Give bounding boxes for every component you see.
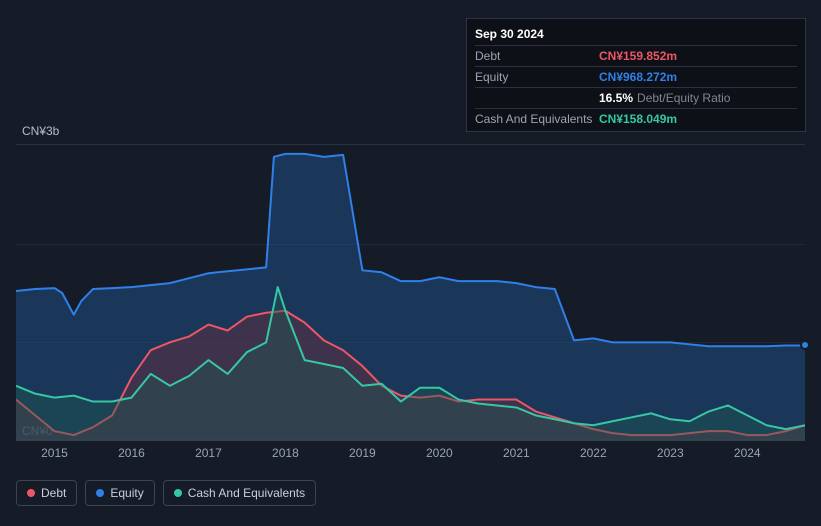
series-end-marker: [800, 340, 810, 350]
tooltip-label: Equity: [475, 70, 599, 84]
legend-item-debt[interactable]: Debt: [16, 480, 77, 506]
legend-label: Debt: [41, 486, 66, 500]
legend-label: Equity: [110, 486, 143, 500]
legend-item-equity[interactable]: Equity: [85, 480, 154, 506]
tooltip-row-debt: Debt CN¥159.852m: [475, 45, 797, 66]
y-axis-label-max: CN¥3b: [22, 124, 59, 138]
tooltip-row-equity: Equity CN¥968.272m: [475, 66, 797, 87]
legend-dot: [96, 489, 104, 497]
tooltip-value: CN¥968.272m: [599, 70, 677, 84]
x-axis-tick: 2023: [657, 446, 684, 460]
legend-dot: [27, 489, 35, 497]
legend: Debt Equity Cash And Equivalents: [16, 480, 316, 506]
tooltip-label: Cash And Equivalents: [475, 112, 599, 126]
legend-label: Cash And Equivalents: [188, 486, 305, 500]
legend-dot: [174, 489, 182, 497]
x-axis-tick: 2019: [349, 446, 376, 460]
x-axis-tick: 2016: [118, 446, 145, 460]
x-axis-tick: 2024: [734, 446, 761, 460]
tooltip-date: Sep 30 2024: [475, 25, 797, 45]
x-axis-tick: 2017: [195, 446, 222, 460]
chart-plot-area[interactable]: [16, 144, 805, 440]
x-axis-tick: 2021: [503, 446, 530, 460]
x-axis-tick: 2020: [426, 446, 453, 460]
tooltip-value: CN¥159.852m: [599, 49, 677, 63]
legend-item-cash[interactable]: Cash And Equivalents: [163, 480, 316, 506]
x-axis-tick: 2018: [272, 446, 299, 460]
chart-svg: [16, 145, 805, 441]
x-axis-tick: 2015: [41, 446, 68, 460]
tooltip-row-ratio: 16.5% Debt/Equity Ratio: [475, 87, 797, 108]
tooltip-value: CN¥158.049m: [599, 112, 677, 126]
tooltip-ratio-label: Debt/Equity Ratio: [637, 91, 730, 105]
tooltip-label: Debt: [475, 49, 599, 63]
x-axis-tick: 2022: [580, 446, 607, 460]
x-axis: 2015 2016 2017 2018 2019 2020 2021 2022 2023 2024: [16, 446, 805, 466]
chart-tooltip: Sep 30 2024 Debt CN¥159.852m Equity CN¥9…: [466, 18, 806, 132]
tooltip-ratio-value: 16.5%: [599, 91, 633, 105]
tooltip-row-cash: Cash And Equivalents CN¥158.049m: [475, 108, 797, 129]
